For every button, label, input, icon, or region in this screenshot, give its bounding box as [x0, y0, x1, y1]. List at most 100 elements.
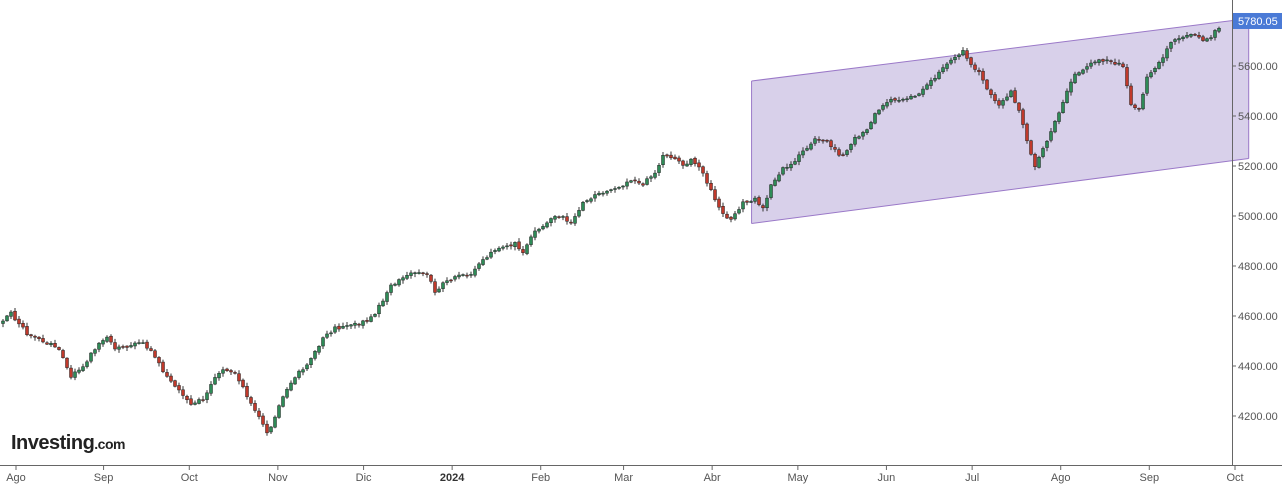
candle — [33, 334, 37, 341]
x-ticks-layer: Ago Sep Oct Nov Dic 2024 Feb Mar Abr May Jun Jul Ago… — [6, 466, 1244, 484]
candle — [629, 179, 633, 184]
candle — [301, 367, 305, 376]
candle — [85, 359, 89, 369]
candle-body-down — [61, 350, 65, 358]
candle-body-up — [961, 50, 965, 56]
candle-body-up — [661, 155, 665, 165]
candle — [1037, 155, 1041, 169]
candle — [849, 143, 853, 153]
candle — [409, 270, 413, 279]
candle-body-up — [1037, 156, 1041, 168]
candle-body-down — [977, 69, 981, 72]
candle-body-up — [469, 274, 473, 276]
x-tick-label: Ago — [1051, 472, 1071, 484]
candle-body-up — [137, 342, 141, 344]
candle — [577, 206, 581, 218]
last-price-tag: 5780.05 — [1233, 12, 1282, 29]
candle — [169, 373, 173, 383]
candle-body-up — [561, 216, 565, 218]
candle-body-down — [365, 320, 369, 322]
candle — [821, 139, 825, 144]
candle — [517, 238, 521, 251]
candle-body-up — [1165, 48, 1169, 59]
candle-body-down — [517, 241, 521, 250]
x-tick-label: Oct — [1226, 472, 1243, 484]
candle — [1017, 102, 1021, 113]
candle-body-down — [237, 373, 241, 382]
candle — [853, 134, 857, 147]
candle-body-down — [261, 415, 265, 425]
candle-body-down — [113, 342, 117, 350]
candle — [689, 158, 693, 167]
candle-body-up — [1149, 72, 1153, 78]
candle-body-up — [625, 181, 629, 187]
candle — [905, 96, 909, 103]
candle — [13, 307, 17, 322]
candle-body-up — [1085, 66, 1089, 70]
candle-body-up — [293, 377, 297, 385]
candle-body-down — [1021, 109, 1025, 125]
candle-body-down — [1029, 140, 1033, 155]
candle — [221, 366, 225, 377]
candle — [541, 224, 545, 231]
candle-body-up — [1001, 100, 1005, 106]
candle-body-down — [677, 157, 681, 162]
candle-body-up — [741, 201, 745, 210]
candle-body-up — [513, 242, 517, 247]
candle-body-up — [857, 136, 861, 139]
candle-body-up — [1053, 121, 1057, 133]
candle-body-down — [17, 318, 21, 325]
candle-body-up — [933, 78, 937, 81]
candle-body-up — [269, 426, 273, 433]
candle — [653, 169, 657, 180]
candle — [1, 319, 5, 328]
candle — [1201, 34, 1205, 42]
candle — [613, 186, 617, 193]
candle-body-down — [1113, 62, 1117, 65]
candle — [961, 47, 965, 57]
candle-body-up — [1217, 27, 1221, 32]
candle — [1153, 66, 1157, 75]
candle-body-up — [553, 216, 557, 220]
candle — [57, 346, 61, 351]
candle-body-down — [821, 139, 825, 142]
candle-body-up — [777, 174, 781, 182]
candle-body-up — [325, 333, 329, 338]
candle — [9, 310, 13, 319]
candle-body-up — [805, 148, 809, 151]
candle-body-down — [37, 336, 41, 339]
candle-body-down — [1121, 63, 1125, 67]
candle — [1041, 146, 1045, 159]
candle-body-up — [273, 416, 277, 428]
candle — [1141, 92, 1145, 111]
candle-body-down — [1013, 90, 1017, 103]
candle-body-up — [921, 88, 925, 95]
candle — [581, 200, 585, 212]
candle — [369, 314, 373, 323]
candle — [713, 186, 717, 202]
candle-body-down — [761, 205, 765, 209]
candle-body-up — [501, 246, 505, 249]
candle — [489, 248, 493, 259]
candle-body-down — [969, 57, 973, 65]
candle-body-down — [981, 70, 985, 81]
candle-body-up — [873, 113, 877, 124]
candle-body-down — [65, 357, 69, 368]
candle — [157, 356, 161, 367]
candle — [733, 211, 737, 221]
candle-body-up — [437, 288, 441, 293]
candle-body-up — [401, 277, 405, 281]
candle-body-up — [813, 138, 817, 144]
candle — [761, 203, 765, 212]
candle — [1113, 58, 1117, 66]
candle-body-down — [249, 397, 253, 404]
candle-body-up — [1209, 37, 1213, 40]
candle-body-down — [693, 157, 697, 165]
candle-body-up — [5, 315, 9, 322]
candle-body-up — [1065, 90, 1069, 103]
candle-body-down — [465, 274, 469, 277]
candle — [1177, 35, 1181, 44]
candle-body-up — [937, 71, 941, 79]
candle-body-down — [509, 244, 513, 247]
candle-body-up — [601, 192, 605, 195]
